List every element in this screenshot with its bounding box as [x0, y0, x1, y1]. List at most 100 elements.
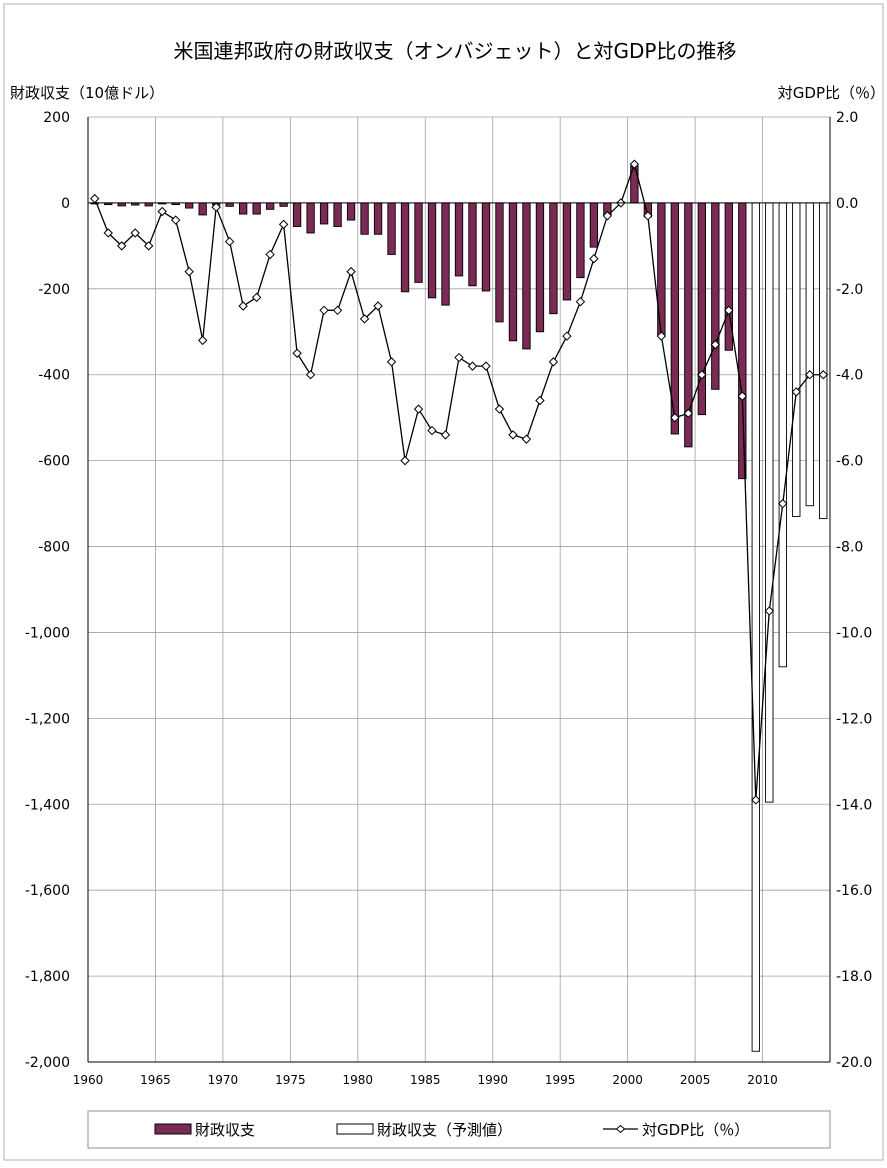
bar-actual [198, 202, 207, 216]
gdp-ratio-point [575, 296, 586, 307]
chart-title: 米国連邦政府の財政収支（オンバジェット）と対GDP比の推移 [174, 39, 737, 63]
bar-actual [576, 202, 585, 279]
x-tick-label: 1960 [73, 1073, 104, 1087]
left-tick-label: -2,000 [25, 1055, 70, 1071]
bar-actual [562, 202, 572, 301]
gdp-ratio-point [710, 339, 721, 350]
right-tick-label: -16.0 [836, 883, 872, 899]
chart-border [3, 3, 884, 1161]
x-tick-label: 2000 [612, 1073, 643, 1087]
bar-actual [279, 202, 288, 207]
bar-actual [360, 202, 369, 235]
bar-actual [306, 202, 315, 234]
x-tick-label: 1985 [410, 1073, 441, 1087]
line-layer [90, 159, 828, 805]
gdp-ratio-point [278, 219, 289, 230]
bar-actual [454, 202, 464, 277]
gdp-ratio-point [427, 425, 437, 436]
gdp-ratio-point [103, 228, 113, 238]
gdp-ratio-point [764, 606, 774, 616]
gdp-ratio-point [670, 412, 680, 423]
bar-actual [522, 202, 531, 350]
legend-marker-gdp [615, 1124, 626, 1134]
gdp-ratio-point [562, 331, 572, 341]
gdp-ratio-point [751, 795, 761, 805]
gdp-ratio-point [683, 408, 694, 419]
gdp-ratio-point [238, 301, 248, 311]
bar-actual [400, 202, 410, 293]
gdp-ratio-point [791, 387, 801, 397]
x-tick-label: 1975 [275, 1073, 306, 1087]
gdp-ratio-point [251, 292, 262, 303]
right-tick-label: -12.0 [836, 711, 872, 727]
legend-box [87, 1110, 831, 1149]
gdp-ratio-point [130, 228, 140, 238]
gdp-ratio-point [805, 370, 815, 380]
left-tick-label: -1,800 [25, 969, 70, 985]
axis-layer: 2000-200-400-600-800-1,000-1,200-1,400-1… [25, 110, 872, 1087]
bar-actual [292, 202, 302, 227]
gdp-ratio-point [386, 357, 397, 367]
gdp-ratio-point [778, 498, 788, 509]
gdp-ratio-point [481, 361, 491, 371]
gdp-ratio-point [521, 434, 532, 444]
bar-actual [441, 202, 450, 306]
gdp-ratio-point [494, 404, 505, 414]
gdp-ratio-point [724, 305, 734, 316]
right-tick-label: -2.0 [836, 282, 863, 298]
right-tick-label: 0.0 [836, 196, 858, 212]
x-tick-label: 1995 [545, 1073, 576, 1087]
left-axis-title: 財政収支（10億ドル） [10, 84, 164, 102]
gdp-ratio-point [643, 211, 653, 221]
bar-forecast [819, 202, 828, 520]
bar-forecast [792, 202, 801, 517]
bar-actual [185, 202, 194, 209]
bar-actual [238, 202, 248, 215]
right-tick-label: -10.0 [836, 625, 872, 641]
legend-label-gdp: 対GDP比（％） [642, 1121, 749, 1139]
gdp-ratio-point [373, 301, 383, 311]
right-tick-label: 2.0 [836, 110, 858, 126]
gdp-ratio-point [454, 352, 464, 363]
left-tick-label: 200 [43, 110, 70, 126]
left-tick-label: -800 [38, 540, 70, 556]
gdp-ratio-point [197, 335, 208, 346]
gdp-ratio-point [332, 305, 343, 316]
gdp-ratio-point [184, 266, 194, 277]
gdp-ratio-point [265, 249, 275, 260]
x-tick-label: 2005 [680, 1073, 711, 1087]
bar-actual [319, 202, 329, 225]
gdp-ratio-point [157, 206, 167, 217]
legend: 財政収支 財政収支（予測値） 対GDP比（％） [87, 1110, 831, 1149]
bar-actual [549, 202, 558, 315]
left-tick-label: -1,600 [25, 883, 70, 899]
gdp-ratio-point [440, 430, 451, 440]
bar-actual [738, 202, 747, 480]
x-tick-label: 1970 [208, 1073, 239, 1087]
left-tick-label: -600 [38, 454, 70, 470]
legend-swatch-forecast [336, 1123, 374, 1135]
x-tick-label: 1965 [140, 1073, 171, 1087]
bar-forecast [765, 202, 774, 803]
left-tick-label: -1,200 [25, 711, 70, 727]
left-tick-label: -1,400 [25, 797, 70, 813]
gdp-ratio-point [656, 331, 667, 341]
bar-actual [481, 202, 491, 292]
left-tick-label: -400 [38, 368, 70, 384]
gdp-ratio-point [508, 430, 518, 440]
bar-forecast [751, 202, 760, 1052]
bar-actual [711, 202, 720, 390]
gdp-ratio-point [292, 348, 302, 358]
gdp-ratio-point [697, 370, 707, 380]
bar-actual [589, 202, 599, 248]
bar-actual [252, 202, 261, 215]
right-tick-label: -14.0 [836, 797, 872, 813]
bar-forecast [778, 202, 787, 668]
gdp-ratio-point [170, 215, 181, 225]
gdp-ratio-point [224, 236, 235, 247]
legend-swatch-actual [154, 1123, 192, 1135]
gdp-ratio-point [467, 361, 478, 371]
right-axis-title: 対GDP比（％） [778, 84, 885, 102]
legend-label-actual: 財政収支 [195, 1121, 255, 1139]
